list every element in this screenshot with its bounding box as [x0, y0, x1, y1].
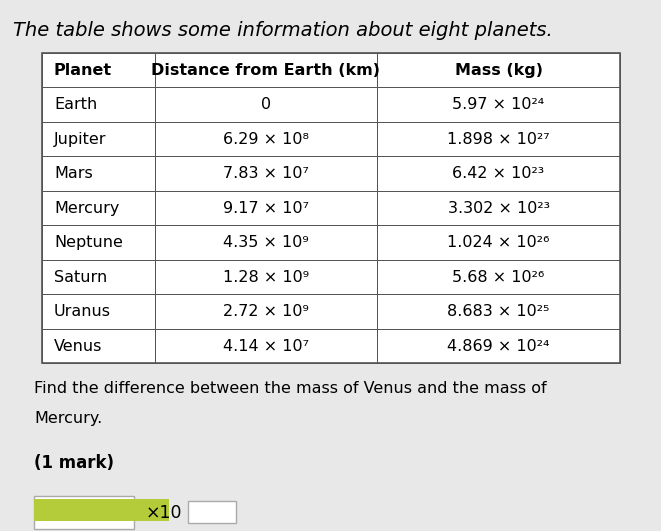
Bar	[188, 501, 236, 524]
Bar	[377, 88, 620, 122]
Bar	[377, 295, 620, 329]
Bar	[377, 122, 620, 157]
Text: 3.302 × 10²³: 3.302 × 10²³	[447, 201, 550, 216]
Text: 4.14 × 10⁷: 4.14 × 10⁷	[223, 339, 309, 354]
Text: 1.024 × 10²⁶: 1.024 × 10²⁶	[447, 235, 550, 250]
Bar	[42, 329, 155, 364]
Bar	[42, 226, 155, 260]
Bar	[155, 53, 377, 88]
Text: Jupiter: Jupiter	[54, 132, 106, 147]
Bar	[42, 260, 155, 295]
Text: 5.97 × 10²⁴: 5.97 × 10²⁴	[453, 97, 545, 112]
Bar	[377, 226, 620, 260]
Bar	[42, 53, 620, 364]
Text: Mass (kg): Mass (kg)	[455, 63, 543, 78]
Bar	[42, 295, 155, 329]
Text: Planet: Planet	[54, 63, 112, 78]
Bar	[377, 191, 620, 226]
Bar	[42, 157, 155, 191]
Text: Uranus: Uranus	[54, 304, 111, 319]
Text: Mars: Mars	[54, 166, 93, 181]
Text: Saturn: Saturn	[54, 270, 107, 285]
Text: 5.68 × 10²⁶: 5.68 × 10²⁶	[453, 270, 545, 285]
Text: ×10: ×10	[146, 504, 182, 522]
Bar	[42, 88, 155, 122]
Text: 7.83 × 10⁷: 7.83 × 10⁷	[223, 166, 309, 181]
Bar	[155, 226, 377, 260]
Text: Distance from Earth (km): Distance from Earth (km)	[151, 63, 381, 78]
Bar	[377, 260, 620, 295]
Bar	[377, 53, 620, 88]
Bar	[155, 295, 377, 329]
Text: The table shows some information about eight planets.: The table shows some information about e…	[13, 21, 553, 40]
Text: Earth: Earth	[54, 97, 97, 112]
Text: 2.72 × 10⁹: 2.72 × 10⁹	[223, 304, 309, 319]
Bar	[155, 260, 377, 295]
Text: 4.35 × 10⁹: 4.35 × 10⁹	[223, 235, 309, 250]
Text: 8.683 × 10²⁵: 8.683 × 10²⁵	[447, 304, 550, 319]
Text: Neptune: Neptune	[54, 235, 123, 250]
Text: 6.29 × 10⁸: 6.29 × 10⁸	[223, 132, 309, 147]
Bar	[42, 191, 155, 226]
Text: Find the difference between the mass of Venus and the mass of: Find the difference between the mass of …	[34, 381, 547, 397]
Bar	[377, 329, 620, 364]
Text: Mercury: Mercury	[54, 201, 120, 216]
Bar	[42, 53, 155, 88]
Bar	[155, 122, 377, 157]
Bar	[155, 157, 377, 191]
Text: 1.898 × 10²⁷: 1.898 × 10²⁷	[447, 132, 550, 147]
Bar	[34, 496, 134, 529]
Bar	[377, 157, 620, 191]
Bar	[155, 88, 377, 122]
Text: 6.42 × 10²³: 6.42 × 10²³	[453, 166, 545, 181]
Text: 0: 0	[261, 97, 271, 112]
Text: 4.869 × 10²⁴: 4.869 × 10²⁴	[447, 339, 550, 354]
Text: 9.17 × 10⁷: 9.17 × 10⁷	[223, 201, 309, 216]
Bar	[34, 499, 169, 521]
Bar	[42, 122, 155, 157]
Text: Venus: Venus	[54, 339, 102, 354]
Text: 1.28 × 10⁹: 1.28 × 10⁹	[223, 270, 309, 285]
Bar	[155, 191, 377, 226]
Text: Mercury.: Mercury.	[34, 412, 102, 426]
Bar	[155, 329, 377, 364]
Text: (1 mark): (1 mark)	[34, 455, 114, 473]
